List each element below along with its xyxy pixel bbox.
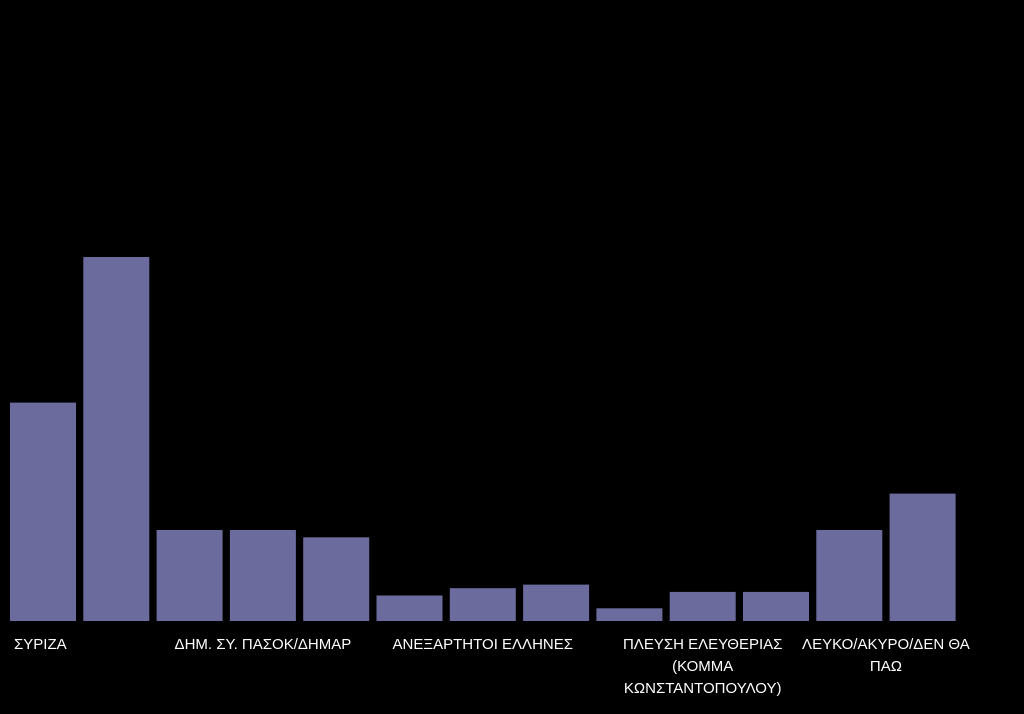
category-label-1: ΔΗΜ. ΣΥ. ΠΑΣΟΚ/ΔΗΜΑΡ [175,636,352,653]
bar-0 [10,402,76,621]
bar-4 [303,537,370,621]
bar-8 [596,608,663,621]
category-label-3-line-0: ΠΛΕΥΣΗ ΕΛΕΥΘΕΡΙΑΣ [623,636,782,653]
bar-1 [83,257,150,621]
bar-3 [229,530,296,621]
category-label-2-line-0: ΑΝΕΞΑΡΤΗΤΟΙ ΕΛΛΗΝΕΣ [393,636,573,653]
category-label-3-line-1: (ΚΟΜΜΑ [672,658,733,675]
bar-12 [889,493,956,621]
category-label-3-line-2: ΚΩΝΣΤΑΝΤΟΠΟΥΛΟΥ) [624,680,782,697]
category-label-1-line-0: ΔΗΜ. ΣΥ. ΠΑΣΟΚ/ΔΗΜΑΡ [175,636,352,653]
category-label-4-line-1: ΠΑΩ [870,658,902,675]
bar-2 [156,530,223,621]
bars-group [10,257,956,621]
category-label-4-line-0: ΛΕΥΚΟ/ΑΚΥΡΟ/ΔΕΝ ΘΑ [802,636,970,653]
category-label-0-line-0: ΣΥΡΙΖΑ [14,636,67,653]
bar-7 [523,584,590,621]
bar-5 [376,595,443,621]
category-label-2: ΑΝΕΞΑΡΤΗΤΟΙ ΕΛΛΗΝΕΣ [393,636,573,653]
category-label-0: ΣΥΡΙΖΑ [14,636,67,653]
category-label-3: ΠΛΕΥΣΗ ΕΛΕΥΘΕΡΙΑΣ (ΚΟΜΜΑ ΚΩΝΣΤΑΝΤΟΠΟΥΛΟΥ) [623,636,782,697]
bar-10 [743,591,809,621]
category-label-4: ΛΕΥΚΟ/ΑΚΥΡΟ/ΔΕΝ ΘΑ ΠΑΩ [802,636,970,675]
bar-9 [669,591,736,621]
bar-6 [449,588,516,621]
bar-11 [816,530,883,621]
category-labels-group: ΣΥΡΙΖΑ ΔΗΜ. ΣΥ. ΠΑΣΟΚ/ΔΗΜΑΡ ΑΝΕΞΑΡΤΗΤΟΙ ΕΛ… [14,636,970,697]
